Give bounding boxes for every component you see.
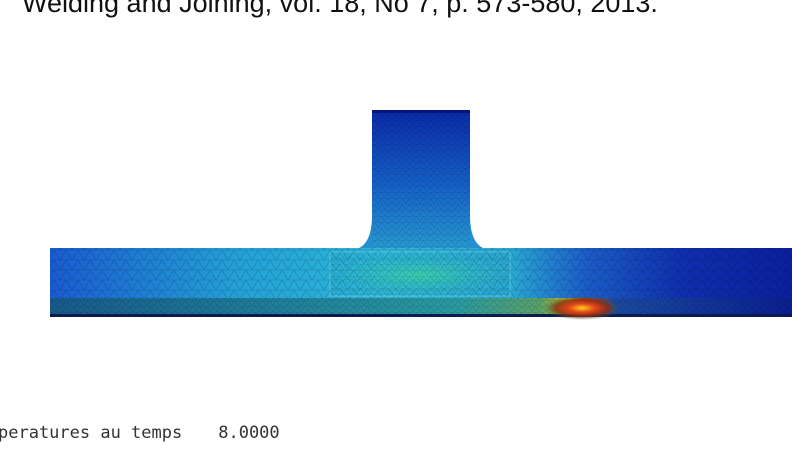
web-section [372,110,470,260]
heat-source-hotspot [544,296,620,320]
caption-time: 8.0000 [218,423,280,443]
flange-section [50,248,792,301]
citation-text: Welding and Joining, vol. 18, No 7, p. 5… [22,0,658,18]
time-caption: peratures au temps 8.0000 [0,423,280,443]
base-plate [50,298,792,317]
caption-label: peratures au temps [0,423,183,443]
fillet-welds [352,215,490,250]
